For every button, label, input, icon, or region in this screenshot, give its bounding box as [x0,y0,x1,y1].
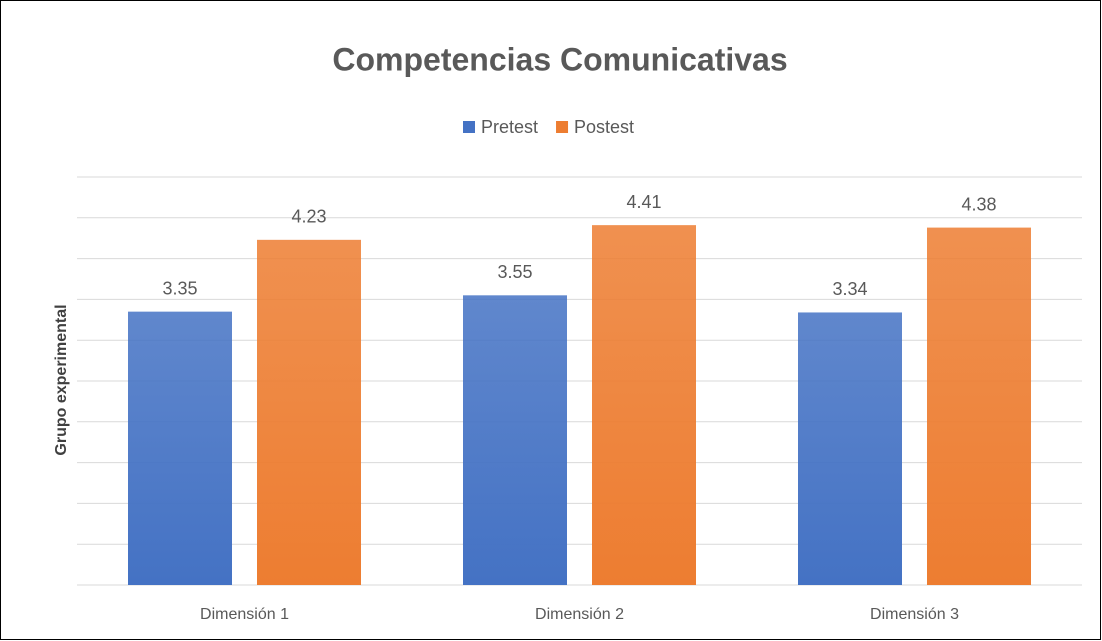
data-label: 3.55 [497,262,532,282]
bar [927,227,1031,586]
bar [463,295,567,585]
legend-label: Postest [574,117,634,137]
legend-swatch [556,121,569,133]
x-tick-label: Dimensión 3 [870,606,959,623]
y-axis-label: Grupo experimental [53,304,70,455]
legend-swatch [463,121,475,133]
data-label: 3.35 [162,278,197,298]
chart-title: Competencias Comunicativas [332,41,787,77]
legend-label: Pretest [481,117,538,137]
data-label: 4.41 [626,192,661,212]
data-label: 3.34 [832,279,867,299]
data-label: 4.38 [961,194,996,214]
bar [798,312,902,585]
x-tick-label: Dimensión 1 [200,606,289,623]
bar [592,225,696,586]
data-label: 4.23 [291,207,326,227]
bar [128,311,232,585]
x-tick-label: Dimensión 2 [535,606,624,623]
bar [257,239,361,585]
